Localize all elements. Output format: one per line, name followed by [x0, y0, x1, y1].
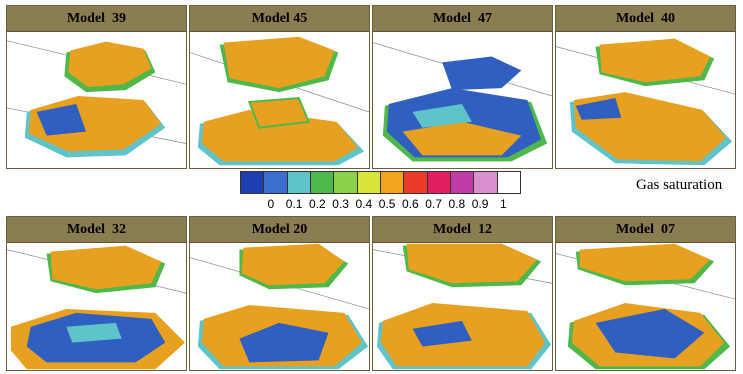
- colorbar-tick-label: 0: [267, 197, 275, 211]
- colorbar-tick-label: 0.6: [402, 197, 419, 211]
- reservoir-render: [7, 245, 186, 370]
- colorbar-tick-label: 0.4: [355, 197, 373, 211]
- reservoir-image: [373, 243, 552, 370]
- colorbar-tick-label: 0.1: [285, 197, 303, 211]
- colorbar-tick-label: 1: [500, 197, 507, 211]
- colorbar-swatch: [357, 172, 381, 193]
- reservoir-render: [556, 243, 735, 370]
- reservoir-image: [190, 243, 369, 370]
- reservoir-image: [7, 32, 186, 168]
- panel-title: Model 12: [373, 217, 552, 243]
- reservoir-image: [556, 32, 735, 168]
- colorbar-swatch: [241, 172, 265, 193]
- colorbar-swatch: [497, 172, 520, 193]
- colorbar-swatch: [287, 172, 311, 193]
- panel-title: Model 47: [373, 6, 552, 32]
- colorbar-tick-label: 0.5: [378, 197, 396, 211]
- colorbar-swatch: [380, 172, 405, 193]
- reservoir-render: [190, 36, 369, 166]
- model-panel: Model 32: [6, 216, 187, 371]
- reservoir-render: [190, 243, 369, 370]
- reservoir-render: [556, 38, 735, 166]
- colorbar-swatch: [474, 172, 498, 193]
- colorbar-swatch: [310, 172, 335, 193]
- panel-title: Model 45: [190, 6, 369, 32]
- model-panel: Model 39: [6, 5, 187, 169]
- colorbar-tick-label: 0.8: [448, 197, 466, 211]
- panel-title: Model 07: [556, 217, 735, 243]
- panel-title: Model 40: [556, 6, 735, 32]
- top-row: Model 39 Model 45: [6, 5, 737, 169]
- colorbar-swatch: [334, 172, 358, 193]
- legend-label: Gas saturation: [636, 177, 723, 193]
- reservoir-image: [7, 243, 186, 370]
- colorbar-ticks: 0 0.1 0.2 0.3 0.4 0.5 0.6 0.7 0.8 0.9 1: [240, 194, 530, 211]
- gas-saturation-legend: 0 0.1 0.2 0.3 0.4 0.5 0.6 0.7 0.8 0.9 1: [240, 171, 530, 211]
- colorbar-tick-label: 0.9: [471, 197, 489, 211]
- model-panel: Model 20: [189, 216, 370, 371]
- model-panel: Model 40: [555, 5, 736, 169]
- panel-title: Model 39: [7, 6, 186, 32]
- reservoir-image: [373, 32, 552, 168]
- panel-title: Model 32: [7, 217, 186, 243]
- model-panel: Model 07: [555, 216, 736, 371]
- model-panel: Model 12: [372, 216, 553, 371]
- reservoir-image: [556, 243, 735, 370]
- model-panel: Model 47: [372, 5, 553, 169]
- colorbar-swatch: [264, 172, 288, 193]
- colorbar-tick-label: 0.3: [332, 197, 349, 211]
- reservoir-image: [190, 32, 369, 168]
- bottom-row: Model 32 Model 20 Model: [6, 216, 737, 371]
- model-panel: Model 45: [189, 5, 370, 169]
- reservoir-render: [373, 42, 552, 162]
- colorbar-tick-label: 0.7: [425, 197, 442, 211]
- reservoir-render: [7, 40, 186, 158]
- colorbar-swatch: [450, 172, 475, 193]
- reservoir-render: [373, 243, 552, 370]
- panel-title: Model 20: [190, 217, 369, 243]
- colorbar-tick-label: 0.2: [309, 197, 326, 211]
- colorbar: [240, 171, 521, 194]
- colorbar-swatch: [427, 172, 451, 193]
- colorbar-swatch: [404, 172, 428, 193]
